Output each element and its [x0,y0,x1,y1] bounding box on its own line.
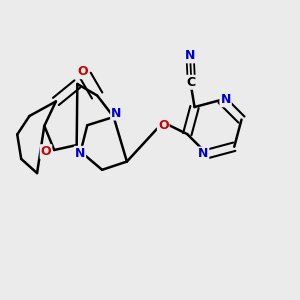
Text: N: N [185,49,195,62]
Text: N: N [220,93,231,106]
Text: N: N [75,147,85,160]
Text: N: N [111,106,122,119]
Text: O: O [77,65,88,78]
Text: O: O [158,119,169,132]
Text: C: C [187,76,196,89]
Text: O: O [41,145,51,158]
Text: N: N [198,148,208,160]
